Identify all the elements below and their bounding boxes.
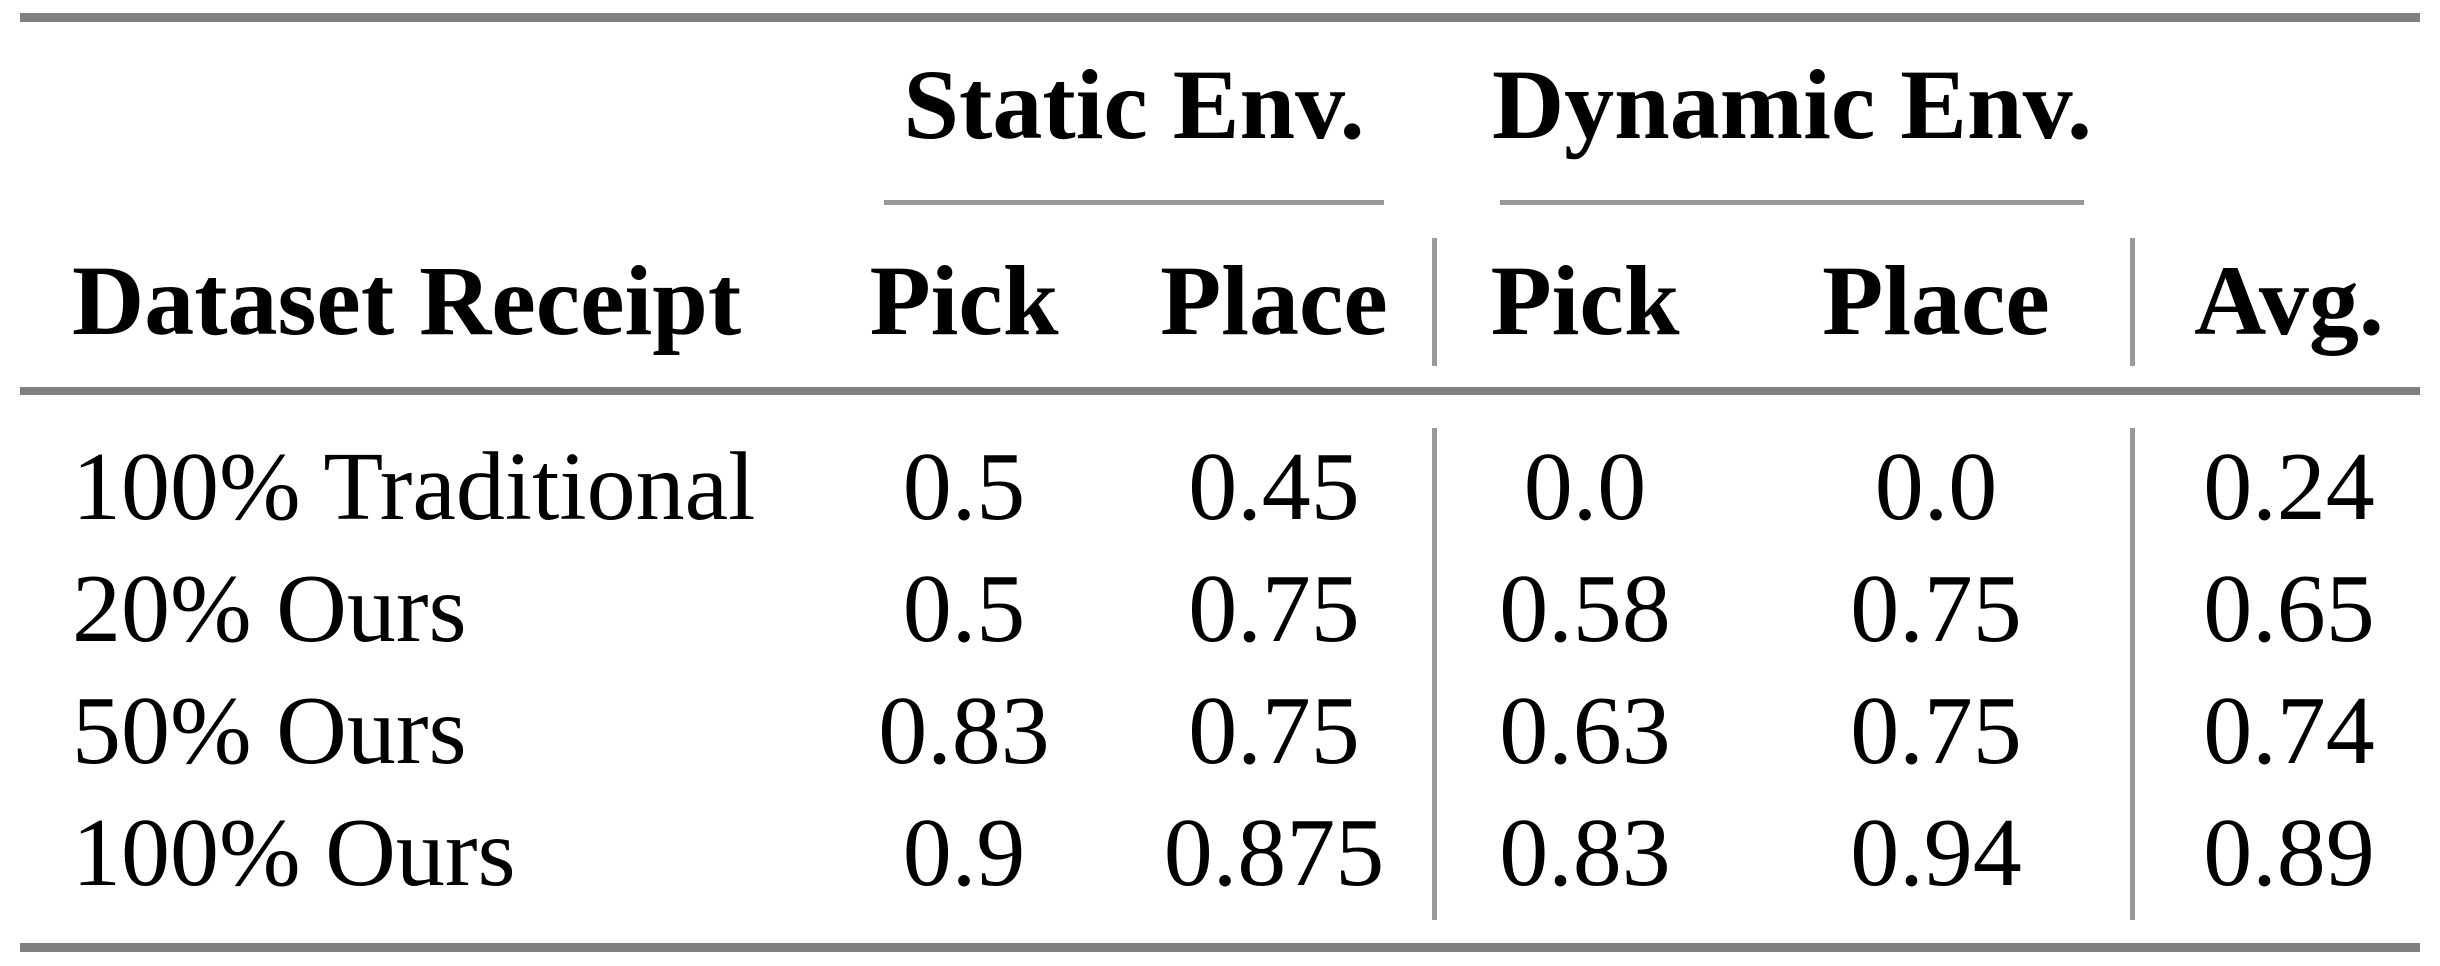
- cell-dynamic-pick: 0.0: [1523, 433, 1647, 541]
- table-row: 100% Traditional 0.5 0.45 0.0 0.0 0.24: [0, 426, 2440, 548]
- cell-dynamic-pick: 0.58: [1499, 555, 1671, 663]
- cell-avg: 0.65: [2203, 555, 2375, 663]
- row-label: 100% Traditional: [72, 433, 756, 541]
- table-header-rule: [20, 387, 2420, 395]
- column-header-dataset-receipt: Dataset Receipt: [72, 244, 742, 356]
- table-row: 100% Ours 0.9 0.875 0.83 0.94 0.89: [0, 792, 2440, 914]
- row-label: 50% Ours: [72, 677, 467, 785]
- cell-dynamic-place: 0.0: [1874, 433, 1998, 541]
- column-header-row: Dataset Receipt Pick Place Pick Place Av…: [0, 240, 2440, 360]
- dynamic-env-underline-rule: [1500, 200, 2084, 205]
- cell-static-pick: 0.5: [902, 555, 1026, 663]
- header-vertical-rule-2: [2130, 238, 2135, 366]
- table-bottom-rule: [20, 943, 2420, 952]
- cell-dynamic-place: 0.75: [1850, 555, 2022, 663]
- cell-static-pick: 0.5: [902, 433, 1026, 541]
- column-header-dynamic-pick: Pick: [1490, 244, 1680, 356]
- cell-dynamic-place: 0.94: [1850, 799, 2022, 907]
- column-header-dynamic-place: Place: [1822, 244, 2050, 356]
- column-header-avg: Avg.: [2194, 244, 2384, 356]
- cell-static-place: 0.875: [1163, 799, 1385, 907]
- group-header-dynamic-env: Dynamic Env.: [1491, 48, 2093, 160]
- cell-static-place: 0.75: [1188, 677, 1360, 785]
- row-label: 100% Ours: [72, 799, 516, 907]
- cell-avg: 0.89: [2203, 799, 2375, 907]
- group-header-static-env: Static Env.: [903, 48, 1365, 160]
- table-row: 50% Ours 0.83 0.75 0.63 0.75 0.74: [0, 670, 2440, 792]
- table-row: 20% Ours 0.5 0.75 0.58 0.75 0.65: [0, 548, 2440, 670]
- body-vertical-rule-1: [1432, 428, 1437, 920]
- cell-avg: 0.74: [2203, 677, 2375, 785]
- table-top-rule: [20, 13, 2420, 22]
- cell-static-place: 0.45: [1188, 433, 1360, 541]
- cell-dynamic-place: 0.75: [1850, 677, 2022, 785]
- cell-dynamic-pick: 0.63: [1499, 677, 1671, 785]
- column-header-static-pick: Pick: [869, 244, 1059, 356]
- column-header-static-place: Place: [1160, 244, 1388, 356]
- cell-static-pick: 0.83: [878, 677, 1050, 785]
- body-vertical-rule-2: [2130, 428, 2135, 920]
- cell-static-pick: 0.9: [902, 799, 1026, 907]
- cell-static-place: 0.75: [1188, 555, 1360, 663]
- header-vertical-rule-1: [1432, 238, 1437, 366]
- row-label: 20% Ours: [72, 555, 467, 663]
- cell-avg: 0.24: [2203, 433, 2375, 541]
- cell-dynamic-pick: 0.83: [1499, 799, 1671, 907]
- static-env-underline-rule: [884, 200, 1384, 205]
